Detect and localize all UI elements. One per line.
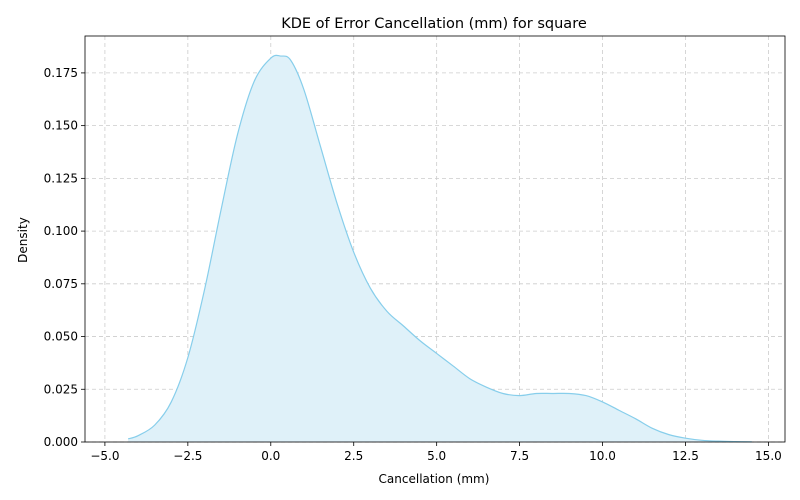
y-tick-label: 0.125 bbox=[44, 171, 78, 185]
y-tick-label: 0.025 bbox=[44, 382, 78, 396]
plot-area bbox=[127, 54, 752, 443]
y-tick-label: 0.175 bbox=[44, 66, 78, 80]
x-axis-ticks: −5.0 −2.5 0.0 2.5 5.0 7.5 10.0 12.5 15.0 bbox=[90, 442, 782, 463]
x-axis-label: Cancellation (mm) bbox=[379, 472, 490, 486]
y-tick-label: 0.150 bbox=[44, 119, 78, 133]
chart-title: KDE of Error Cancellation (mm) for squar… bbox=[281, 16, 587, 32]
y-tick-label: 0.100 bbox=[44, 224, 78, 238]
x-tick-label: 10.0 bbox=[589, 449, 616, 463]
y-axis-label: Density bbox=[16, 217, 30, 263]
axes-frame bbox=[84, 35, 786, 443]
x-tick-label: 12.5 bbox=[672, 449, 699, 463]
y-tick-label: 0.050 bbox=[44, 330, 78, 344]
x-tick-label: 7.5 bbox=[510, 449, 529, 463]
y-tick-label: 0.075 bbox=[44, 277, 78, 291]
y-tick-label: 0.000 bbox=[44, 435, 78, 449]
x-tick-label: 2.5 bbox=[344, 449, 363, 463]
y-axis-ticks: 0.000 0.025 0.050 0.075 0.100 0.125 0.150 0.175 bbox=[44, 66, 85, 449]
x-tick-label: −5.0 bbox=[90, 449, 119, 463]
kde-density-line bbox=[127, 54, 752, 443]
x-tick-label: 5.0 bbox=[427, 449, 446, 463]
x-tick-label: −2.5 bbox=[173, 449, 202, 463]
x-tick-label: 0.0 bbox=[261, 449, 280, 463]
x-tick-label: 15.0 bbox=[755, 449, 782, 463]
kde-area-fill bbox=[128, 55, 752, 443]
